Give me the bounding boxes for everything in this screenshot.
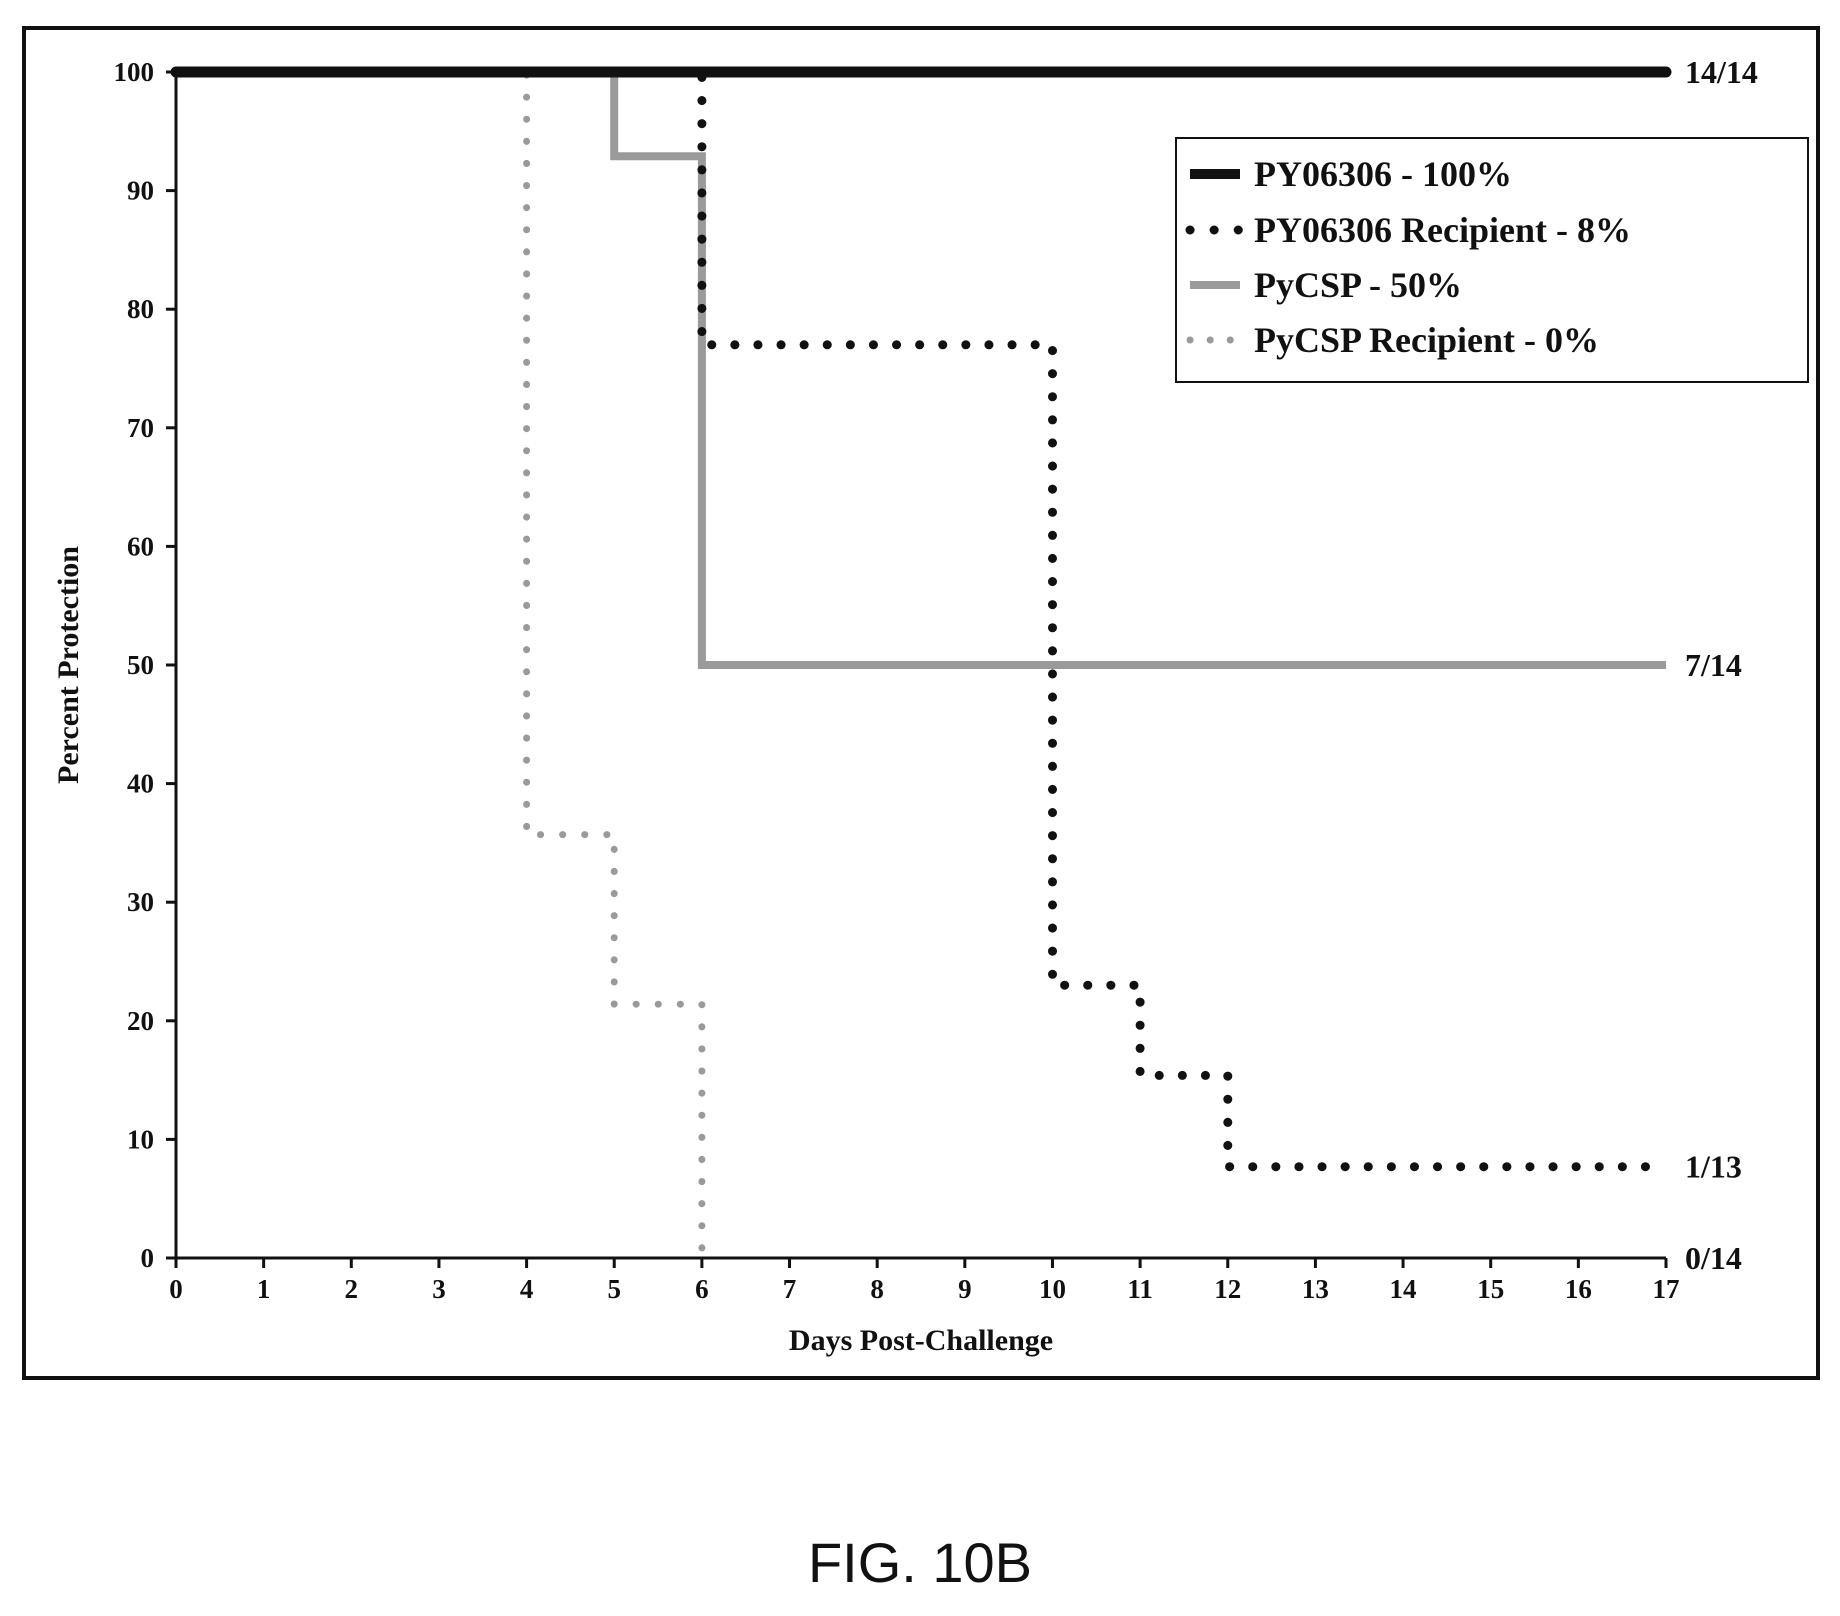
x-tick-label: 15 [1477, 1274, 1504, 1304]
legend-entries: PY06306 - 100% PY06306 Recipient - 8% PyCS… [1185, 154, 1631, 360]
y-axis-label: Percent Protection [52, 546, 85, 784]
y-tick-label: 90 [127, 176, 154, 206]
end-label-4: 0/14 [1685, 1240, 1742, 1276]
x-tick-label: 0 [169, 1274, 183, 1304]
y-tick-label: 0 [141, 1243, 155, 1273]
y-tick-label: 40 [127, 769, 154, 799]
end-label-3: 7/14 [1685, 647, 1742, 683]
legend-box [1175, 137, 1809, 383]
x-tick-label: 6 [695, 1274, 709, 1304]
x-ticks: 0 1 2 3 4 5 6 7 8 9 10 11 12 13 14 15 16 17 [169, 1258, 1680, 1304]
y-tick-label: 50 [127, 650, 154, 680]
x-tick-label: 13 [1302, 1274, 1329, 1304]
y-tick-label: 100 [114, 57, 155, 87]
x-tick-label: 14 [1390, 1274, 1417, 1304]
x-tick-label: 2 [345, 1274, 359, 1304]
x-tick-label: 10 [1039, 1274, 1066, 1304]
y-tick-label: 10 [127, 1124, 154, 1154]
y-tick-label: 80 [127, 294, 154, 324]
x-tick-label: 12 [1214, 1274, 1241, 1304]
end-label-1: 14/14 [1685, 54, 1758, 90]
series-layer [170, 66, 1672, 1262]
y-tick-label: 30 [127, 887, 154, 917]
y-tick-label: 60 [127, 531, 154, 561]
x-tick-label: 3 [432, 1274, 446, 1304]
x-tick-label: 11 [1127, 1274, 1153, 1304]
legend-label-4: PyCSP Recipient - 0% [1254, 320, 1599, 360]
legend-label-3: PyCSP - 50% [1254, 265, 1462, 305]
x-tick-label: 1 [257, 1274, 271, 1304]
x-tick-label: 4 [520, 1274, 534, 1304]
legend-label-1: PY06306 - 100% [1254, 154, 1512, 194]
x-tick-label: 5 [607, 1274, 621, 1304]
end-labels: 14/14 1/13 7/14 0/14 [1685, 54, 1758, 1276]
y-tick-label: 20 [127, 1006, 154, 1036]
end-label-2: 1/13 [1685, 1149, 1742, 1185]
legend-label-2: PY06306 Recipient - 8% [1254, 210, 1631, 250]
legend: PY06306 - 100% PY06306 Recipient - 8% PyCS… [1175, 137, 1809, 383]
x-tick-label: 8 [870, 1274, 884, 1304]
y-ticks: 0 10 20 30 40 50 60 70 80 90 100 [114, 57, 176, 1273]
x-tick-label: 17 [1653, 1274, 1680, 1304]
y-tick-label: 70 [127, 413, 154, 443]
x-tick-label: 9 [958, 1274, 972, 1304]
series-line-2 [171, 67, 1671, 1172]
x-axis-label: Days Post-Challenge [789, 1324, 1053, 1357]
x-tick-label: 7 [783, 1274, 797, 1304]
x-tick-label: 16 [1565, 1274, 1592, 1304]
figure-caption: FIG. 10B [807, 1531, 1033, 1594]
